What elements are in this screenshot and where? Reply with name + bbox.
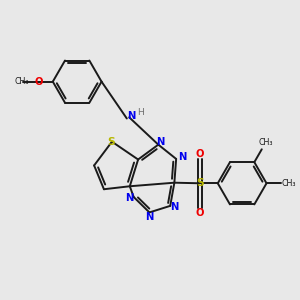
- Text: N: N: [157, 137, 165, 147]
- Text: N: N: [170, 202, 178, 212]
- Text: N: N: [178, 152, 186, 162]
- Text: O: O: [34, 76, 43, 87]
- Text: O: O: [196, 208, 204, 218]
- Text: S: S: [196, 178, 204, 188]
- Text: H: H: [137, 108, 144, 117]
- Text: N: N: [125, 194, 133, 203]
- Text: CH₃: CH₃: [282, 179, 296, 188]
- Text: O: O: [196, 148, 204, 159]
- Text: S: S: [107, 137, 115, 147]
- Text: CH₃: CH₃: [258, 138, 273, 147]
- Text: N: N: [128, 111, 136, 121]
- Text: N: N: [145, 212, 154, 222]
- Text: CH₃: CH₃: [14, 77, 28, 86]
